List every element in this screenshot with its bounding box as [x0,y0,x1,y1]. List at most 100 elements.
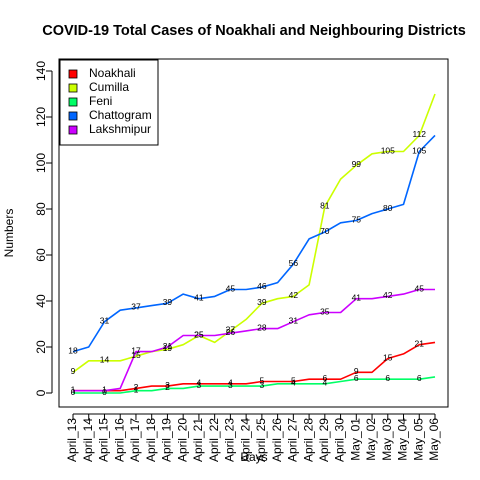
series-line-feni [73,376,436,394]
data-label-chattogram: 75 [352,214,362,224]
x-tick-label: May_06 [427,418,441,461]
legend-label-cumilla: Cumilla [89,80,129,94]
x-tick-label: April_25 [254,418,268,462]
data-label-cumilla: 42 [289,290,299,300]
legend-swatch-chattogram [68,111,78,121]
data-label-chattogram: 31 [100,315,110,325]
y-tick-label: 80 [34,202,48,216]
x-tick-label: April_23 [223,418,237,462]
data-label-noakhali: 1 [71,384,76,394]
legend-swatch-cumilla [68,83,78,93]
x-tick-label: May_01 [348,418,362,461]
data-label-lakshmipur: 28 [257,322,267,332]
x-tick-label: April_26 [270,418,284,462]
data-label-chattogram: 105 [412,145,426,155]
x-tick-label: April_24 [238,418,252,462]
x-tick-label: May_04 [396,418,410,461]
data-label-cumilla: 81 [320,200,330,210]
legend-swatch-lakshmipur [68,125,78,135]
x-tick-label: April_18 [144,418,158,462]
data-label-noakhali: 15 [383,352,393,362]
data-label-noakhali: 5 [291,375,296,385]
data-label-feni: 3 [260,380,265,390]
x-axis-label: Days [240,450,267,464]
data-label-cumilla: 19 [163,343,173,353]
legend-label-feni: Feni [89,94,112,108]
x-tick-label: April_28 [301,418,315,462]
legend-swatch-noakhali [68,69,78,79]
series-line-chattogram [72,134,436,353]
x-tick-label: April_21 [191,418,205,462]
data-label-cumilla: 39 [257,297,267,307]
data-label-noakhali: 4 [197,378,202,388]
x-tick-label: April_30 [333,418,347,462]
data-label-feni: 3 [228,380,233,390]
y-tick-label: 100 [34,153,48,173]
data-label-feni: 4 [291,378,296,388]
data-label-lakshmipur: 35 [320,306,330,316]
data-label-noakhali: 4 [228,378,233,388]
x-tick-label: April_13 [65,418,79,462]
plot-frame [58,58,449,408]
data-label-feni: 6 [385,373,390,383]
x-tick-label: April_19 [160,418,174,462]
data-label-noakhali: 9 [354,366,359,376]
data-label-chattogram: 70 [320,226,330,236]
data-label-lakshmipur: 25 [194,329,204,339]
data-label-noakhali: 1 [102,384,107,394]
data-label-noakhali: 3 [165,380,170,390]
data-label-cumilla: 25 [194,329,204,339]
x-tick-label: May_02 [364,418,378,461]
data-label-cumilla: 9 [71,366,76,376]
legend-label-noakhali: Noakhali [89,66,136,80]
series-line-lakshmipur [73,288,435,392]
data-label-noakhali: 5 [260,375,265,385]
data-label-feni: 6 [417,373,422,383]
data-label-noakhali: 6 [322,373,327,383]
data-label-lakshmipur: 17 [131,345,141,355]
x-tick-label: April_14 [81,418,95,462]
x-tick-label: May_05 [411,418,425,461]
x-tick-label: April_16 [112,418,126,462]
data-label-lakshmipur: 45 [415,283,425,293]
data-label-chattogram: 18 [68,345,78,355]
legend-swatch-feni [68,97,78,107]
data-label-noakhali: 21 [415,338,425,348]
data-label-cumilla: 15 [131,350,141,360]
data-label-cumilla: 14 [100,355,110,365]
data-label-chattogram: 39 [163,297,173,307]
data-label-noakhali: 2 [134,382,139,392]
data-label-lakshmipur: 21 [163,341,173,351]
y-tick-label: 20 [34,340,48,354]
x-tick-label: April_22 [207,418,221,462]
y-tick-label: 120 [34,107,48,127]
x-tick-label: April_29 [317,418,331,462]
legend-label-lakshmipur: Lakshmipur [89,122,151,136]
data-label-cumilla: 105 [381,145,395,155]
data-label-cumilla: 27 [226,325,236,335]
data-label-lakshmipur: 41 [352,292,362,302]
data-label-feni: 3 [197,380,202,390]
data-label-cumilla: 99 [352,159,362,169]
data-label-feni: 4 [322,378,327,388]
data-label-chattogram: 80 [383,203,393,213]
series-line-noakhali [73,341,436,392]
y-tick-label: 0 [34,389,48,396]
data-label-chattogram: 46 [257,281,267,291]
data-label-feni: 6 [354,373,359,383]
x-tick-label: May_03 [380,418,394,461]
data-label-feni: 1 [134,384,139,394]
x-tick-label: April_20 [175,418,189,462]
data-label-chattogram: 37 [131,302,141,312]
data-label-feni: 0 [71,387,76,397]
y-tick-label: 140 [34,61,48,81]
data-label-cumilla: 112 [412,129,426,139]
y-tick-label: 60 [34,248,48,262]
data-label-feni: 2 [165,382,170,392]
x-tick-label: April_17 [128,418,142,462]
data-label-chattogram: 56 [289,258,299,268]
legend-label-chattogram: Chattogram [89,108,152,122]
x-tick-label: April_27 [286,418,300,462]
